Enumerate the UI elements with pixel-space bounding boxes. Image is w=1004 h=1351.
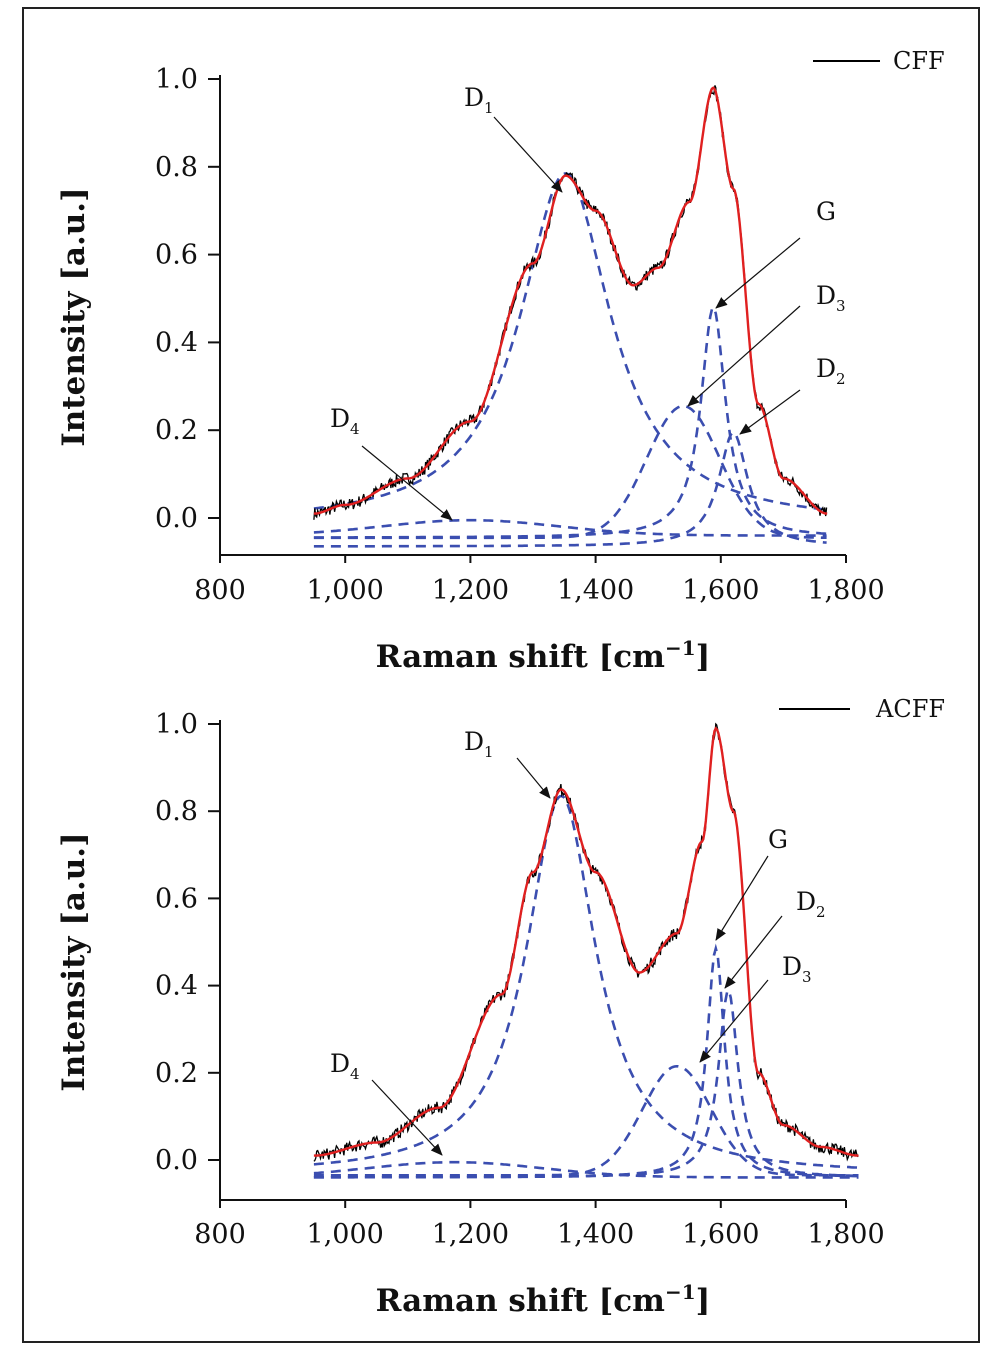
annotation-arrow — [739, 389, 801, 435]
y-tick-label: 0.0 — [155, 503, 198, 534]
peak-label-d4: D4 — [330, 1049, 360, 1083]
annotation-arrow — [361, 445, 453, 521]
y-tick-label: 0.0 — [155, 1145, 198, 1176]
x-tick-label: 1,200 — [432, 575, 509, 606]
fit-curve-line — [313, 726, 859, 1157]
y-tick-label: 0.4 — [155, 327, 198, 358]
annotation-arrow — [715, 855, 769, 941]
peak-label-d4: D4 — [330, 404, 360, 438]
component-curve-d4 — [313, 518, 827, 537]
x-tick-label: 1,000 — [307, 1219, 384, 1250]
x-tick-label: 1,800 — [807, 575, 884, 606]
x-tick-label: 1,400 — [557, 575, 634, 606]
x-axis-title: Raman shift [cm−1] — [376, 636, 711, 675]
y-axis-title: Intensity [a.u.] — [56, 187, 92, 447]
peak-label-d3: D3 — [816, 281, 846, 315]
y-tick-label: 0.6 — [155, 240, 198, 271]
x-tick-label: 1,600 — [682, 1219, 759, 1250]
peak-label-d2: D2 — [796, 887, 826, 921]
y-tick-label: 0.2 — [155, 415, 198, 446]
chart-panel-acff: 0.0 0.2 0.4 0.6 0.8 1.0 800 1,000 1,200 1,400 1,60… — [56, 695, 945, 1319]
component-curve-d4 — [313, 1160, 859, 1179]
raw-spectrum-line — [313, 85, 828, 520]
annotation-arrow — [715, 237, 801, 309]
component-curve-d2 — [313, 988, 859, 1179]
x-tick-label: 1,200 — [432, 1219, 509, 1250]
x-tick-label: 1,000 — [307, 575, 384, 606]
x-tick-label: 1,600 — [682, 575, 759, 606]
y-tick-label: 0.6 — [155, 883, 198, 914]
annotation-arrow — [699, 979, 769, 1063]
annotation-arrow — [724, 915, 783, 989]
x-tick-label: 1,400 — [557, 1219, 634, 1250]
annotation-arrow — [493, 116, 563, 193]
annotation-arrow — [687, 305, 801, 407]
peak-label-d2: D2 — [816, 354, 846, 388]
peak-label-d3: D3 — [782, 952, 812, 986]
figure-frame — [22, 7, 980, 1343]
peak-label-d1: D1 — [464, 727, 494, 761]
peak-label-g: G — [816, 197, 836, 226]
x-tick-label: 800 — [194, 575, 246, 606]
y-axis-title: Intensity [a.u.] — [56, 832, 92, 1092]
y-tick-label: 0.8 — [155, 796, 198, 827]
fit-curve-line — [313, 86, 828, 515]
y-tick-label: 0.4 — [155, 971, 198, 1002]
peak-label-d1: D1 — [464, 83, 494, 117]
component-curve-d1 — [313, 172, 827, 511]
y-tick-label: 0.8 — [155, 152, 198, 183]
component-curve-d2 — [313, 431, 827, 548]
raw-spectrum-line — [313, 722, 859, 1162]
chart-panel-cff: 0.0 0.2 0.4 0.6 0.8 1.0 800 1,000 1,200 1,400 1,60… — [56, 47, 945, 675]
annotation-arrow — [516, 757, 551, 799]
legend-label: ACFF — [875, 695, 945, 723]
x-tick-label: 800 — [194, 1219, 246, 1250]
legend-label: CFF — [893, 47, 945, 75]
component-curve-d3 — [313, 404, 827, 540]
x-tick-label: 1,800 — [807, 1219, 884, 1250]
component-curve-d1 — [313, 794, 859, 1169]
x-axis-title: Raman shift [cm−1] — [376, 1280, 711, 1319]
y-tick-label: 0.2 — [155, 1058, 198, 1089]
peak-label-g: G — [768, 825, 788, 854]
y-tick-label: 1.0 — [155, 64, 198, 95]
y-tick-label: 1.0 — [155, 709, 198, 740]
annotation-arrow — [371, 1079, 443, 1156]
component-curve-g — [313, 943, 859, 1179]
